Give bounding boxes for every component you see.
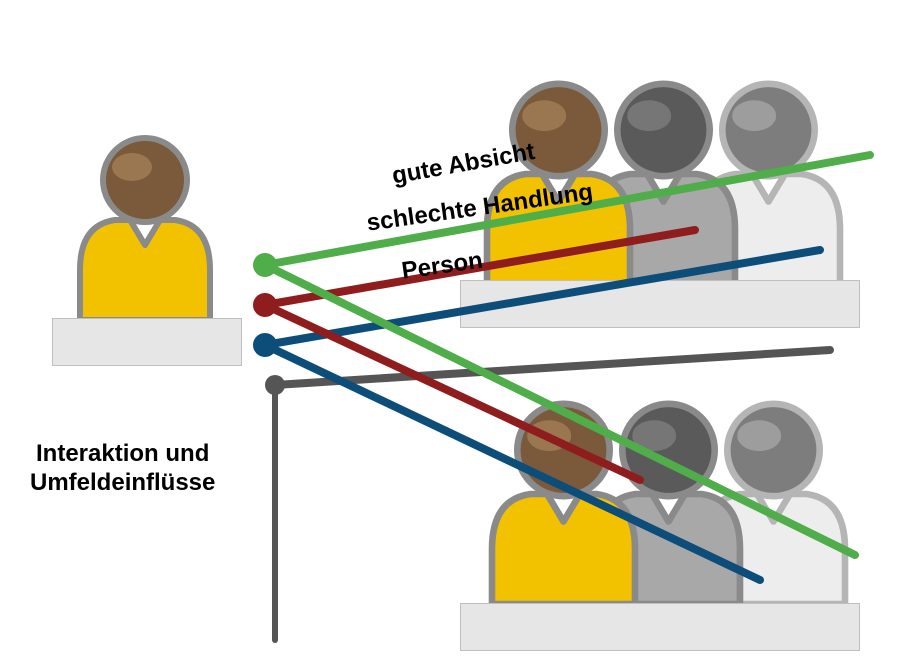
mediator-figure [60,130,230,320]
green-node [253,253,277,277]
label-interaktion-line-1: Umfeldeinflüsse [30,469,215,498]
diagram-stage: { "canvas": { "width": 915, "height": 66… [0,0,915,666]
mediator-box [52,318,242,366]
mediand-top-figure-2 [465,75,652,284]
blue-node [253,333,277,357]
mediand-bottom-figure-2 [470,395,657,604]
label-interaktion: Interaktion undUmfeldeinflüsse [30,440,215,498]
label-interaktion-line-0: Interaktion und [30,440,215,469]
mediand-top-box [460,280,860,328]
red-node [253,293,277,317]
mediand-bottom-box [460,603,860,651]
gray-node [265,375,285,395]
